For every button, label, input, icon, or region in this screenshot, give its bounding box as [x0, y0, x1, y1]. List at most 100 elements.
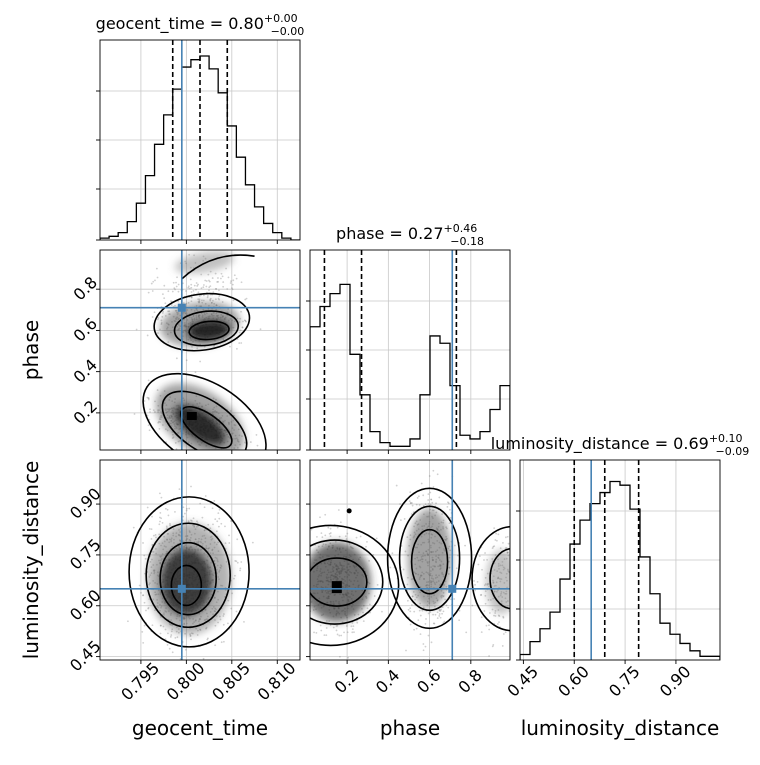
density-blob [174, 251, 235, 274]
sample-point [166, 508, 169, 511]
hist-bin [273, 233, 282, 240]
sample-point [473, 580, 475, 582]
sample-point [329, 527, 332, 530]
sample-point [172, 281, 175, 284]
sample-point [406, 536, 409, 538]
contour-line [188, 320, 230, 341]
tick-label-phase: 0.6 [413, 666, 444, 697]
sample-point [320, 665, 322, 667]
sample-point [244, 298, 247, 301]
sample-point [234, 452, 236, 454]
sample-point [238, 342, 241, 344]
sample-point [204, 495, 207, 497]
sample-point [233, 577, 235, 580]
sample-point [206, 638, 209, 641]
sample-point [307, 616, 309, 618]
sample-point [310, 528, 313, 531]
sample-point [226, 288, 229, 290]
hist-bin [118, 233, 127, 240]
sample-point [251, 541, 254, 544]
sample-point [185, 290, 187, 292]
sample-point [147, 291, 150, 294]
sample-point [306, 593, 308, 595]
tick-label-geocent_time: 0.810 [254, 658, 300, 704]
sample-point [229, 282, 232, 284]
sample-point [167, 632, 169, 635]
y-axis-label-phase: phase [19, 320, 43, 380]
sample-point [438, 496, 441, 499]
title-geocent_time: geocent_time = 0.80+0.00 −0.00 [96, 12, 305, 38]
sample-point [447, 501, 449, 504]
sample-point [215, 287, 217, 290]
sample-point [156, 276, 159, 279]
sample-point [147, 379, 150, 382]
sample-point [498, 615, 501, 618]
sample-point [170, 304, 173, 306]
sample-point [135, 328, 138, 331]
sample-point [488, 655, 490, 657]
sample-point [147, 397, 150, 399]
sample-point [445, 604, 448, 607]
sample-point [200, 287, 203, 290]
sample-point [446, 505, 449, 508]
sample-point [167, 290, 170, 293]
sample-point [440, 608, 442, 611]
hist-luminosity_distance [520, 460, 720, 660]
sample-point [407, 608, 410, 611]
sample-point [369, 611, 372, 614]
hist-step-luminosity_distance [520, 480, 720, 660]
sample-point [158, 427, 161, 430]
sample-point [302, 588, 304, 590]
sample-point [343, 631, 345, 634]
tick-label-phase: 0.4 [372, 666, 403, 697]
sample-point [302, 533, 304, 535]
sample-point [208, 280, 211, 283]
sample-point [161, 293, 164, 296]
sample-point [239, 317, 242, 320]
panel-frame [99, 249, 301, 451]
sample-point [504, 631, 507, 634]
tick-label-phase: 0.2 [70, 396, 101, 427]
x-axis-label-geocent_time: geocent_time [132, 716, 268, 740]
sample-point [157, 332, 159, 334]
hist-bin [127, 222, 136, 240]
sample-point [399, 519, 402, 522]
sample-point [415, 503, 418, 506]
sample-point [171, 290, 174, 293]
sample-point [191, 296, 193, 299]
sample-point [436, 611, 439, 614]
hist-bin [570, 544, 580, 660]
sample-point [409, 502, 412, 504]
sample-point [474, 583, 476, 586]
contour-line [386, 487, 473, 630]
tick-label-phase: 0.8 [70, 273, 101, 304]
sample-point [244, 319, 247, 322]
sample-point [225, 267, 227, 270]
sample-point [347, 656, 349, 659]
hist-bin [430, 336, 440, 450]
sample-point [187, 520, 190, 523]
sample-point [238, 331, 241, 334]
sample-point [142, 641, 145, 644]
hist-bin [700, 656, 710, 660]
sample-point [317, 545, 320, 548]
sample-point [427, 503, 430, 505]
joint-phase-luminosity_distance [302, 460, 510, 667]
sample-point [142, 542, 144, 544]
sample-point [228, 534, 230, 537]
sample-point [235, 347, 238, 350]
hist-bin [650, 594, 660, 660]
sample-point [324, 534, 327, 537]
sample-point [239, 567, 242, 570]
sample-point [430, 641, 433, 644]
sample-point [399, 503, 401, 505]
sample-point [174, 288, 176, 291]
sample-point [491, 645, 494, 648]
sample-point [497, 533, 500, 536]
sample-point [162, 310, 165, 313]
sample-point [389, 566, 392, 569]
sample-point [193, 284, 196, 287]
sample-point [187, 285, 190, 288]
sample-point [338, 634, 341, 637]
